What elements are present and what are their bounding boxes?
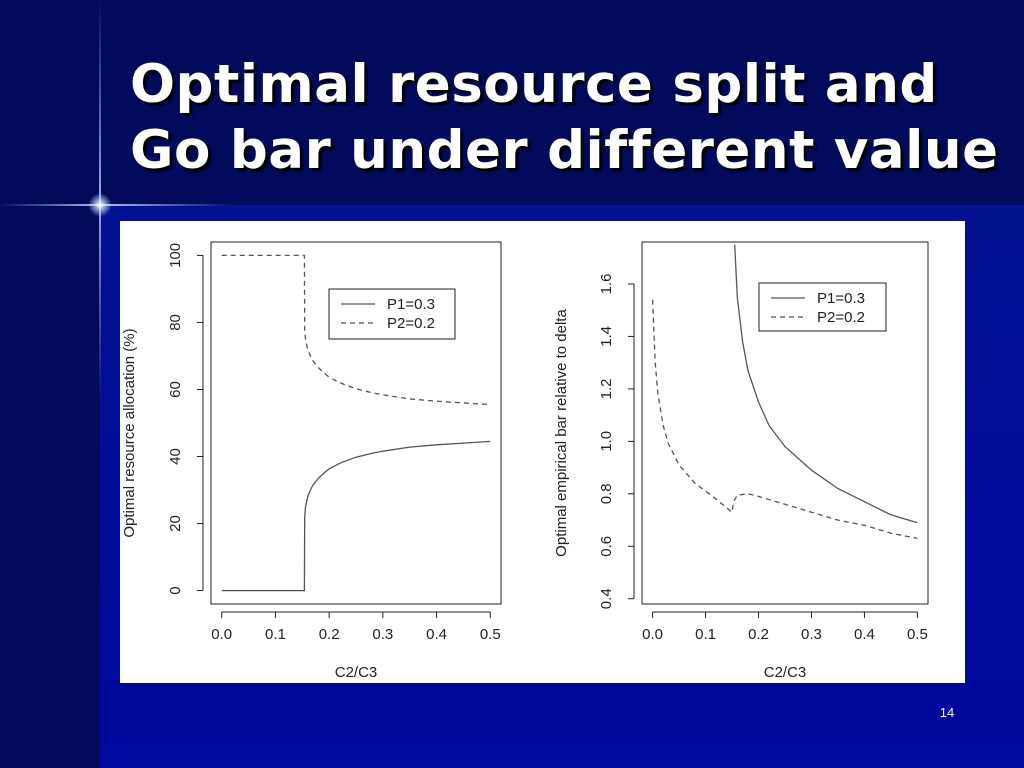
chart-2-x-tick-label: 0.3 bbox=[801, 626, 822, 643]
left-band bbox=[0, 205, 100, 768]
chart-1-legend-box bbox=[328, 288, 456, 340]
chart-1-y-tick-label: 20 bbox=[167, 515, 184, 532]
chart-1-y-tick-label: 40 bbox=[167, 448, 184, 465]
chart-1-x-tick-label: 0.0 bbox=[211, 626, 232, 643]
chart-2-legend-label-2: P2=0.2 bbox=[817, 309, 865, 326]
chart-1-x-tick-label: 0.2 bbox=[319, 626, 340, 643]
chart-1-x-tick-label: 0.1 bbox=[265, 626, 286, 643]
charts-svg: 0.0 0.1 0.2 0.3 0.4 0.5 0 20 40 60 80 100 C2/C3 Optim… bbox=[121, 241, 929, 681]
chart-1-x-axis-label: C2/C3 bbox=[335, 664, 378, 681]
chart-2-y-tick-label: 0.6 bbox=[598, 536, 615, 557]
chart-1-plot-frame bbox=[210, 241, 502, 605]
chart-1-x-tick-label: 0.4 bbox=[426, 626, 447, 643]
chart-1-y-tick-label: 0 bbox=[167, 586, 184, 594]
chart-1-legend-label-1: P1=0.3 bbox=[387, 296, 435, 313]
chart-1-y-tick-label: 80 bbox=[167, 314, 184, 331]
chart-2-y-tick-label: 0.8 bbox=[598, 483, 615, 504]
horizontal-glow-line bbox=[0, 204, 230, 206]
chart-2-y-tick-label: 1.4 bbox=[598, 326, 615, 347]
page-number: 14 bbox=[939, 705, 955, 720]
chart-1-legend-label-2: P2=0.2 bbox=[387, 315, 435, 332]
chart-2-y-tick-label: 0.4 bbox=[598, 588, 615, 609]
chart-2-series-1-line bbox=[734, 244, 918, 524]
chart-1-series-2-line bbox=[221, 254, 491, 406]
chart-1-x-tick-label: 0.5 bbox=[480, 626, 501, 643]
chart-2-x-tick-label: 0.4 bbox=[854, 626, 875, 643]
chart-1-series-1-line bbox=[221, 440, 491, 592]
chart-2-x-tick-label: 0.2 bbox=[748, 626, 769, 643]
chart-1-y-tick-label: 100 bbox=[167, 243, 184, 268]
chart-2-x-tick-label: 0.0 bbox=[642, 626, 663, 643]
title-band bbox=[0, 0, 1024, 205]
chart-2-x-tick-label: 0.5 bbox=[907, 626, 928, 643]
light-flare bbox=[88, 193, 112, 217]
chart-2-legend-label-1: P1=0.3 bbox=[817, 290, 865, 307]
chart-1-x-tick-label: 0.3 bbox=[372, 626, 393, 643]
chart-2-y-axis-label: Optimal empirical bar relative to delta bbox=[553, 309, 570, 557]
chart-2-x-tick-label: 0.1 bbox=[695, 626, 716, 643]
chart-2-y-tick-label: 1.6 bbox=[598, 274, 615, 295]
chart-1-y-axis-label: Optimal resource allocation (%) bbox=[121, 328, 138, 537]
chart-2-series-2-line bbox=[651, 299, 918, 540]
chart-2-legend-box bbox=[758, 282, 887, 332]
chart-2-y-tick-label: 1.2 bbox=[598, 378, 615, 399]
chart-2-y-tick-label: 1.0 bbox=[598, 431, 615, 452]
chart-2-x-axis-label: C2/C3 bbox=[764, 664, 807, 681]
slide-title: Optimal resource split and Go bar under … bbox=[130, 54, 999, 181]
chart-panel: 0.0 0.1 0.2 0.3 0.4 0.5 0 20 40 60 80 100 C2/C3 Optim… bbox=[120, 221, 965, 683]
chart-2-plot-frame bbox=[641, 241, 929, 605]
chart-1-y-tick-label: 60 bbox=[167, 381, 184, 398]
